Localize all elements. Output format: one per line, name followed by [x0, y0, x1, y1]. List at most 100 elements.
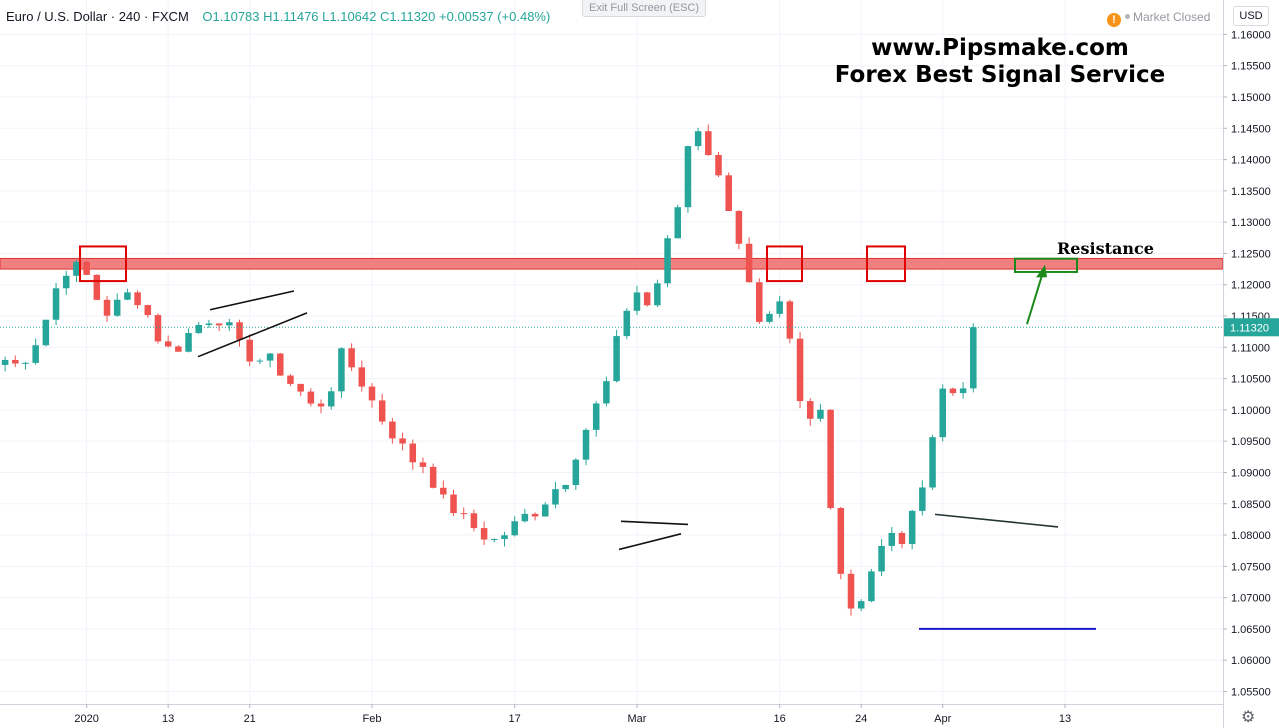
candle-body: [277, 353, 284, 376]
candle-body: [664, 238, 671, 284]
time-tick-label: 13: [1059, 713, 1071, 725]
candle-body: [817, 409, 824, 419]
candle-body: [572, 459, 580, 486]
candle-body: [919, 487, 926, 511]
candle-body: [144, 305, 152, 316]
candle-body: [83, 261, 90, 275]
candle-body: [73, 261, 80, 276]
candle-body: [358, 367, 366, 387]
price-tick-label: 1.09500: [1231, 436, 1271, 448]
candle-body: [389, 421, 396, 439]
candle-body: [501, 535, 508, 540]
exit-fullscreen-button[interactable]: Exit Full Screen (ESC): [582, 0, 706, 17]
price-tick-label: 1.16000: [1231, 29, 1271, 41]
symbol-title[interactable]: Euro / U.S. Dollar · 240 · FXCM: [6, 9, 189, 24]
candle-body: [766, 313, 773, 322]
candle-body: [592, 403, 600, 430]
candle-body: [929, 437, 936, 488]
time-tick-label: 24: [855, 713, 867, 725]
candle-body: [674, 207, 682, 239]
candle-body: [440, 487, 447, 495]
candle-body: [705, 131, 712, 156]
candle-body: [205, 323, 213, 325]
price-tick-label: 1.14500: [1231, 123, 1271, 135]
status-dot-icon: [1125, 14, 1130, 19]
candle-body: [113, 299, 121, 316]
candle-body: [480, 528, 488, 540]
time-tick-label: Apr: [934, 713, 951, 725]
resistance-touch-marker: [766, 245, 803, 283]
candle-body: [175, 346, 182, 352]
candle-body: [450, 494, 457, 514]
candle-body: [959, 388, 967, 394]
candle-body: [756, 282, 763, 322]
price-tick-label: 1.11000: [1231, 342, 1270, 354]
price-tick-label: 1.13500: [1231, 186, 1271, 198]
watermark-line1: www.Pipsmake.com: [871, 35, 1129, 61]
candle-body: [878, 545, 885, 572]
price-tick-label: 1.10000: [1231, 405, 1271, 417]
candle-body: [949, 388, 957, 394]
candle-body: [491, 539, 498, 541]
candle-body: [868, 571, 875, 602]
candle-body: [613, 336, 620, 382]
candle-body: [470, 513, 478, 529]
candle-body: [429, 466, 437, 488]
candle-body: [164, 341, 172, 347]
candle-body: [154, 315, 162, 342]
warning-icon[interactable]: !: [1107, 13, 1121, 27]
candle-body: [908, 510, 916, 544]
candle-body: [643, 292, 651, 306]
ohlc-values: O1.10783 H1.11476 L1.10642 C1.11320 +0.0…: [202, 9, 551, 24]
candle-body: [52, 288, 60, 320]
candle-body: [317, 403, 325, 407]
candle-body: [287, 375, 294, 384]
price-tick-label: 1.12000: [1231, 280, 1271, 292]
candle-body: [22, 362, 29, 364]
time-tick-label: 13: [162, 713, 174, 725]
market-status: ! Market Closed: [1107, 10, 1210, 27]
market-status-label: Market Closed: [1133, 10, 1211, 24]
candle-body: [715, 155, 722, 176]
triangle-lower-line: [618, 533, 682, 551]
candle-body: [368, 386, 376, 401]
annotations-layer: [79, 245, 1096, 630]
currency-button[interactable]: USD: [1233, 6, 1269, 26]
time-tick-label: Feb: [363, 713, 382, 725]
candle-body: [847, 573, 855, 609]
watermark-line2: Forex Best Signal Service: [834, 62, 1166, 88]
candle-body: [552, 489, 559, 505]
last-price-badge: [1224, 318, 1279, 337]
price-tick-label: 1.08000: [1231, 530, 1271, 542]
candle-body: [837, 507, 845, 574]
price-tick-label: 1.15500: [1231, 61, 1271, 73]
price-tick-label: 1.07000: [1231, 593, 1271, 605]
candle-body: [939, 388, 946, 438]
candle-body: [297, 383, 304, 392]
candle-body: [42, 319, 50, 346]
candle-body: [409, 443, 417, 463]
candle-body: [226, 322, 233, 326]
candle-body: [562, 485, 569, 490]
price-tick-label: 1.14000: [1231, 155, 1271, 167]
price-tick-label: 1.13000: [1231, 217, 1271, 229]
candle-body: [348, 348, 355, 368]
price-tick-label: 1.06500: [1231, 624, 1271, 636]
candle-body: [62, 275, 70, 289]
gear-icon[interactable]: ⚙: [1241, 709, 1256, 726]
candle-body: [399, 438, 406, 444]
candle-body: [246, 339, 253, 362]
channel-upper-line: [209, 290, 295, 311]
candle-body: [460, 513, 467, 515]
candle-body: [654, 283, 661, 306]
time-tick-label: 17: [509, 713, 521, 725]
candle-body: [827, 409, 834, 508]
last-price-label: 1.11320: [1230, 322, 1269, 334]
target-arrow-head: [1036, 264, 1047, 278]
price-tick-label: 1.07500: [1231, 561, 1271, 573]
candle-body: [215, 323, 223, 326]
candle-body: [521, 513, 529, 522]
target-arrow-line: [1026, 275, 1043, 325]
